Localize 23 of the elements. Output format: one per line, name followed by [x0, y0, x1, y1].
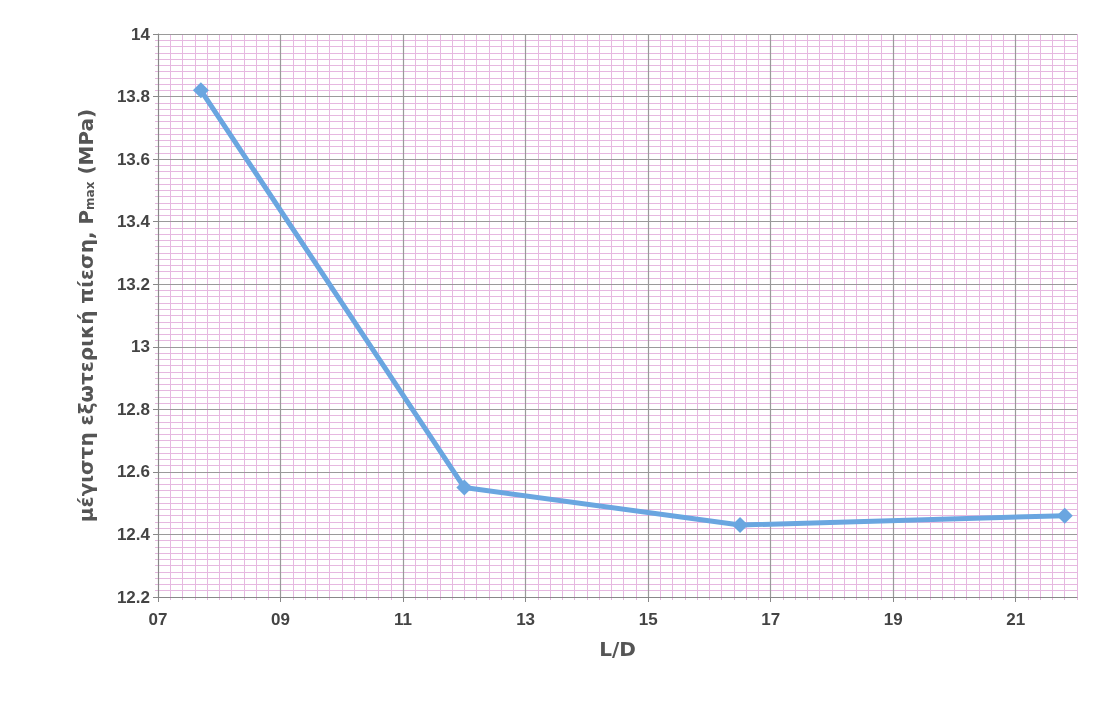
- y-tick-label: 12.2: [116, 587, 150, 607]
- x-tick-label: 19: [883, 610, 903, 629]
- y-tick-label: 13.8: [116, 87, 150, 107]
- x-tick-label: 15: [638, 610, 658, 629]
- y-tick-label: 12.4: [116, 524, 151, 544]
- x-tick-label: 13: [516, 610, 536, 629]
- point: [192, 82, 209, 99]
- point: [456, 479, 473, 496]
- x-tick-label: 21: [1006, 610, 1026, 629]
- y-tick-label: 13.4: [116, 212, 151, 232]
- x-tick-label: 09: [271, 610, 290, 629]
- y-tick-label: 12.8: [116, 399, 150, 419]
- y-tick-label: 13.2: [116, 274, 150, 294]
- y-axis-title: μέγιστη εξωτερική πίεση, Pmax (MPa): [74, 108, 98, 523]
- y-tick-label: 12.6: [116, 462, 150, 482]
- x-tick-label: 11: [394, 610, 413, 629]
- y-tick-label: 14: [131, 24, 151, 44]
- y-tick-label: 13.6: [116, 149, 150, 169]
- point: [1056, 507, 1073, 524]
- x-tick-label: 07: [148, 610, 168, 629]
- x-tick-label: 17: [761, 610, 781, 629]
- x-axis-title: L/D: [599, 637, 636, 661]
- y-tick-label: 13: [131, 337, 150, 357]
